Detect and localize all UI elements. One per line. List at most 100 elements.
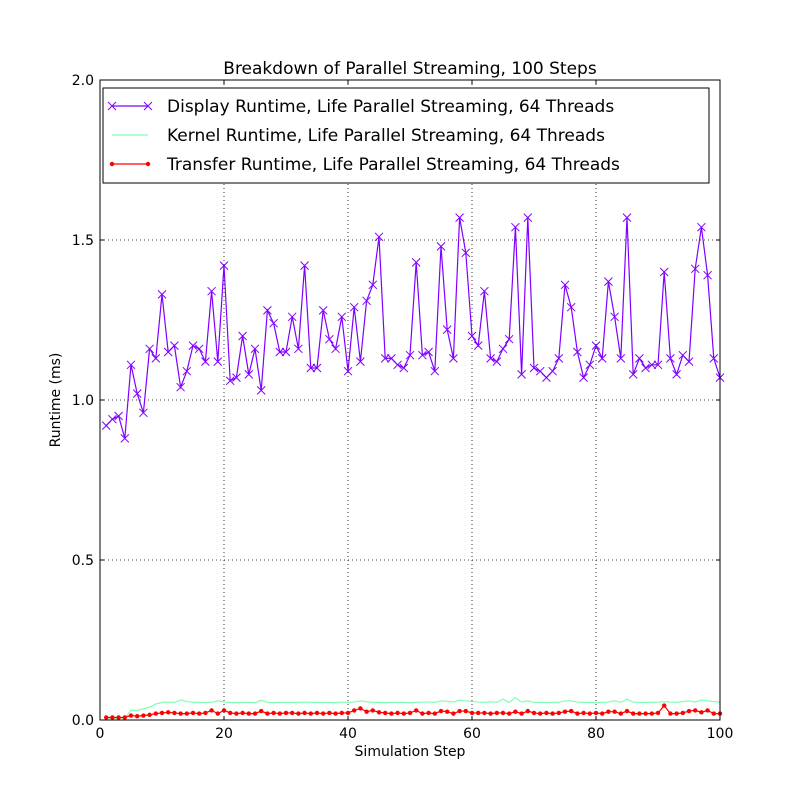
data-point	[213, 357, 223, 366]
data-point	[172, 710, 177, 716]
data-point	[122, 715, 128, 720]
data-point	[544, 710, 549, 716]
data-point	[455, 213, 464, 222]
data-point	[269, 318, 278, 328]
data-point	[376, 710, 382, 715]
data-point	[132, 389, 142, 398]
x-tick-label: 80	[587, 726, 605, 742]
data-point	[190, 710, 196, 716]
data-point	[684, 357, 694, 366]
data-point	[488, 711, 493, 716]
data-point	[358, 706, 363, 711]
data-point	[321, 711, 326, 716]
data-point	[176, 382, 185, 392]
data-point	[666, 354, 675, 363]
data-point	[120, 434, 130, 443]
data-point	[451, 711, 456, 716]
data-point	[209, 708, 214, 713]
data-point	[647, 360, 657, 370]
data-point	[612, 709, 617, 714]
data-point	[414, 708, 419, 713]
data-point	[513, 709, 518, 714]
data-point	[159, 710, 165, 716]
data-point	[265, 711, 270, 716]
x-tick-label: 100	[707, 726, 734, 742]
data-point	[672, 370, 681, 379]
data-point	[145, 344, 154, 354]
data-point	[110, 715, 115, 720]
data-point	[325, 334, 334, 344]
legend-item: Kernel Runtime, Life Parallel Streaming,…	[112, 126, 605, 146]
data-point	[604, 277, 613, 286]
series-1	[101, 213, 725, 443]
data-point	[147, 712, 152, 718]
legend-item: Transfer Runtime, Life Parallel Streamin…	[109, 155, 620, 175]
data-point	[573, 347, 582, 357]
data-point	[126, 360, 136, 370]
data-point	[430, 366, 440, 376]
legend-marker	[143, 101, 153, 111]
data-point	[411, 258, 421, 267]
data-point	[287, 312, 297, 322]
data-point	[250, 344, 260, 354]
data-point	[139, 408, 148, 418]
data-point	[153, 711, 158, 716]
data-point	[277, 711, 282, 716]
data-point	[649, 711, 654, 716]
data-point	[550, 711, 555, 716]
data-point	[674, 711, 679, 716]
x-tick-label: 40	[339, 726, 357, 742]
data-point	[622, 213, 632, 222]
data-point	[312, 363, 322, 373]
data-point	[238, 331, 247, 341]
data-point	[263, 306, 272, 315]
data-point	[197, 711, 202, 716]
data-point	[500, 710, 506, 716]
data-point	[219, 261, 229, 270]
data-point	[300, 261, 309, 270]
legend-box	[102, 87, 710, 184]
data-point	[438, 708, 444, 714]
data-point	[531, 710, 537, 716]
data-point	[519, 711, 524, 716]
data-point	[703, 270, 712, 280]
data-point	[405, 350, 415, 360]
data-point	[548, 366, 557, 376]
data-point	[494, 710, 499, 716]
data-point	[352, 708, 357, 713]
data-point	[228, 710, 233, 716]
data-point	[339, 710, 344, 716]
data-point	[507, 711, 512, 716]
data-point	[618, 711, 623, 716]
data-point	[463, 708, 468, 714]
data-point	[135, 713, 140, 719]
data-point	[364, 709, 369, 714]
data-point	[362, 296, 371, 306]
data-point	[680, 710, 685, 716]
series-3	[104, 703, 723, 720]
data-point	[631, 711, 636, 716]
data-point	[697, 222, 706, 232]
data-point	[655, 710, 661, 716]
data-point	[232, 373, 241, 382]
data-point	[194, 344, 204, 354]
data-point	[473, 341, 483, 350]
data-point	[432, 711, 437, 716]
data-point	[641, 363, 650, 373]
data-point	[389, 711, 394, 716]
data-point	[606, 709, 611, 714]
data-point	[207, 286, 216, 296]
data-point	[178, 711, 183, 716]
data-point	[399, 363, 409, 373]
data-point	[659, 267, 669, 277]
data-point	[327, 710, 332, 716]
data-point	[449, 354, 458, 363]
axis-ticks: 0 20 40 60 80 100 0.0 0.5 1.0 1.5 2.0	[72, 73, 734, 742]
data-point	[587, 711, 592, 716]
data-point	[201, 357, 210, 366]
data-point	[184, 711, 189, 716]
data-point	[591, 341, 601, 350]
data-point	[302, 710, 307, 716]
data-point	[246, 711, 251, 716]
